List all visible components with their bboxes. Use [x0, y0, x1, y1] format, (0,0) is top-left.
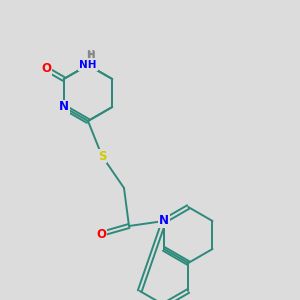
Text: O: O: [41, 62, 51, 76]
Text: H: H: [86, 50, 94, 60]
Text: S: S: [98, 149, 106, 163]
Text: O: O: [41, 62, 51, 76]
Text: S: S: [98, 149, 106, 163]
Text: H: H: [87, 52, 95, 61]
Text: N: N: [59, 100, 69, 113]
Text: N: N: [59, 100, 69, 113]
Text: N: N: [159, 214, 169, 227]
Text: NH: NH: [79, 60, 97, 70]
Text: N: N: [159, 214, 169, 227]
Text: O: O: [96, 227, 106, 241]
Text: N: N: [159, 214, 169, 227]
Text: NH: NH: [79, 60, 97, 70]
Text: O: O: [96, 227, 106, 241]
